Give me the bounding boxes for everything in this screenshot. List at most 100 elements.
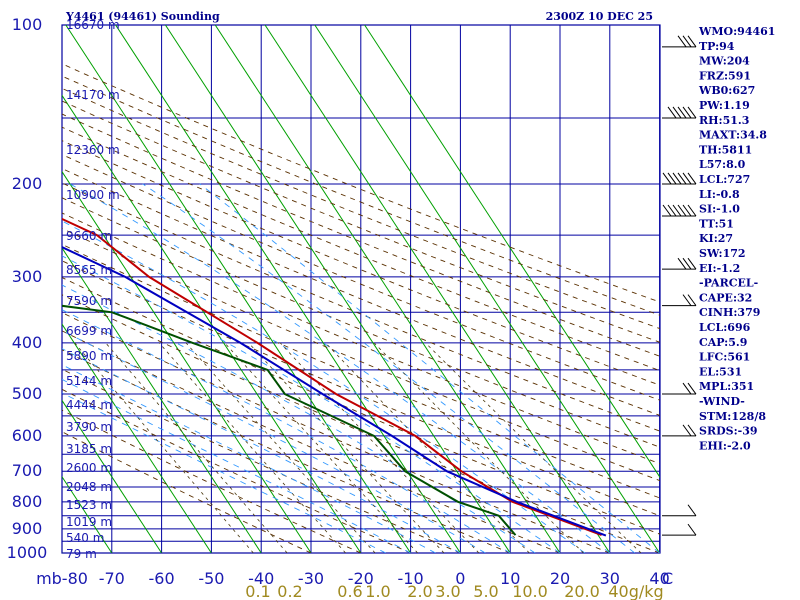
wind-barb-flag	[667, 172, 677, 185]
index-line: TH:5811	[699, 143, 752, 156]
skewed-isotherm	[62, 323, 212, 553]
index-line: CINH:379	[699, 306, 760, 319]
wind-barb-flag	[682, 35, 692, 48]
wind-barb-flag	[682, 172, 692, 185]
temperature-tick-label: -70	[99, 569, 125, 588]
height-label: 4444 m	[66, 398, 112, 412]
height-label: 1019 m	[66, 515, 112, 529]
wind-barb-flag	[687, 106, 697, 119]
height-label: 1523 m	[66, 498, 112, 512]
index-line: EL:531	[699, 365, 742, 378]
skewed-isotherm	[62, 94, 362, 553]
wind-barb-flag	[687, 204, 697, 217]
wind-barb-flag	[677, 172, 687, 185]
height-label: 5890 m	[66, 349, 112, 363]
dry-adiabats	[62, 63, 660, 553]
wind-barb-flag	[682, 294, 692, 306]
dry-adiabat	[62, 154, 660, 401]
pressure-tick-label: 800	[12, 492, 43, 511]
wind-barb-flag	[662, 172, 672, 185]
dry-adiabat	[62, 126, 660, 372]
dry-adiabat	[62, 63, 660, 303]
height-label: 14170 m	[66, 88, 120, 102]
skewed-isotherm	[115, 25, 461, 553]
skewed-isotherm	[214, 25, 561, 553]
wind-barb-flag	[682, 424, 692, 437]
temperature-tick-label: mb-80	[36, 569, 88, 588]
temperature-line	[62, 217, 602, 537]
pressure-tick-label: 1000	[7, 543, 48, 562]
height-label: 5144 m	[66, 374, 112, 388]
wind-barb-flag	[687, 257, 697, 270]
wind-barb-flag	[682, 382, 692, 395]
pressure-tick-label: 600	[12, 426, 43, 445]
mixing-ratio-lines	[74, 342, 642, 553]
moist-adiabat	[199, 183, 660, 553]
temperature-tick-label: C	[662, 569, 673, 588]
dry-adiabat	[62, 212, 660, 465]
mixing-ratio-line	[425, 342, 642, 553]
temperature-tick-label: -10	[398, 569, 424, 588]
mixing-ratio-line	[279, 342, 480, 553]
mixing-ratio-line	[105, 342, 288, 553]
height-label: 3790 m	[66, 420, 112, 434]
moist-adiabats	[62, 183, 660, 553]
temperature-tick-label: 10	[500, 569, 520, 588]
temperature-tick-label: 0	[455, 569, 465, 588]
height-label: 10900 m	[66, 188, 120, 202]
sounding-time: 2300Z 10 DEC 25	[546, 10, 653, 23]
index-line: MW:204	[699, 55, 750, 68]
dewpoint-line	[62, 304, 517, 536]
index-line: L57:8.0	[699, 158, 746, 171]
mixing-ratio-line	[248, 342, 445, 553]
temperature-tick-label: -40	[248, 569, 274, 588]
index-line: RH:51.3	[699, 114, 749, 127]
wind-barb-flag	[687, 294, 697, 306]
wind-barb-flag	[682, 106, 692, 119]
dry-adiabat	[62, 388, 411, 553]
index-line: MAXT:34.8	[699, 129, 767, 142]
dry-adiabat	[62, 243, 660, 499]
pressure-tick-label: 300	[12, 267, 43, 286]
height-label: 8565 m	[66, 263, 112, 277]
temperature-tick-label: -30	[298, 569, 324, 588]
mixing-ratio-label: 0.2	[277, 582, 302, 600]
mixing-ratio-label: 1.0	[365, 582, 390, 600]
index-line: STM:128/8	[699, 410, 766, 423]
dry-adiabat	[62, 312, 610, 553]
index-line: SW:172	[699, 247, 746, 260]
dry-adiabat	[62, 100, 660, 343]
wind-barb-flag	[682, 204, 692, 217]
height-label: 12360 m	[66, 143, 120, 157]
height-label: 7590 m	[66, 294, 112, 308]
dry-adiabat	[62, 182, 660, 432]
height-label: 540 m	[66, 531, 104, 545]
index-line: LI:-0.8	[699, 188, 740, 201]
pressure-tick-label: 200	[12, 174, 43, 193]
dry-adiabat	[62, 87, 660, 330]
moist-adiabat	[62, 309, 511, 553]
index-line: SRDS:-39	[699, 425, 758, 438]
mixing-ratio-label: 0.6	[337, 582, 362, 600]
index-line: CAPE:32	[699, 291, 752, 304]
height-label: 79 m	[66, 547, 97, 561]
index-line: SI:-1.0	[699, 203, 740, 216]
temperature-tick-label: 20	[550, 569, 570, 588]
mixing-ratio-label: 3.0	[435, 582, 460, 600]
wind-barb-flag	[677, 35, 687, 48]
height-label: 2600 m	[66, 461, 112, 475]
index-line: LCL:696	[699, 321, 751, 334]
wind-barb-flag	[677, 204, 687, 217]
mixing-ratio-line	[373, 342, 584, 553]
skewed-isotherm	[0, 25, 12, 553]
index-line: WMO:94461	[698, 25, 775, 38]
height-label: 16670 m	[66, 18, 120, 32]
wind-barb-flag	[677, 257, 687, 270]
parcel-line	[62, 245, 607, 537]
dry-adiabat	[62, 368, 461, 553]
index-line: TP:94	[699, 40, 735, 53]
mixing-ratio-line	[185, 342, 376, 553]
skewed-isotherm	[62, 170, 312, 553]
